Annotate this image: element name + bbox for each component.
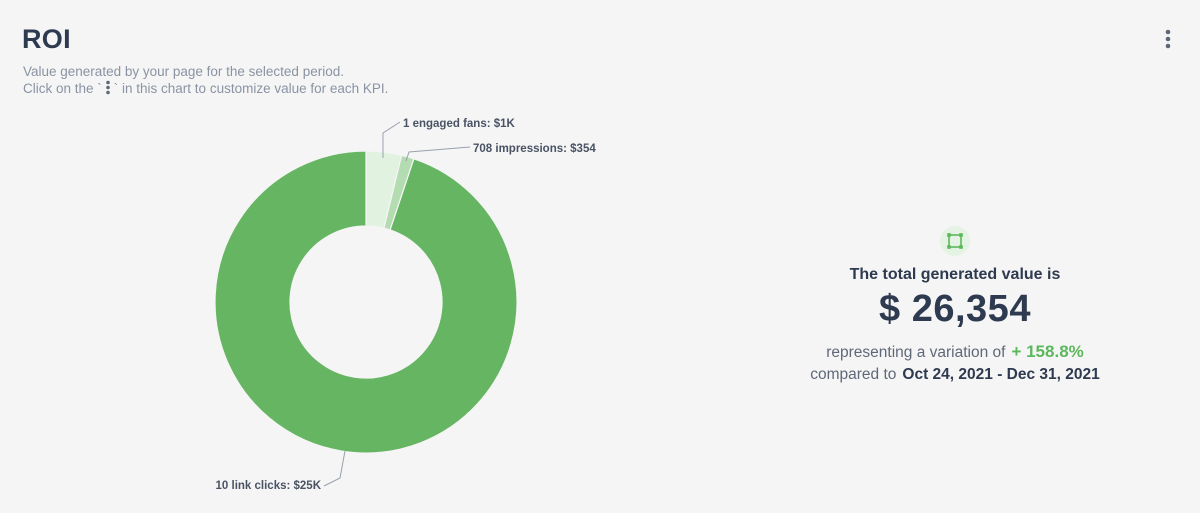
slice-label-link-clicks: 10 link clicks: $25K [216, 480, 322, 492]
kebab-vertical-icon [105, 80, 110, 95]
compared-text: compared to [810, 366, 897, 383]
roi-donut-chart: 1 engaged fans: $1K 708 impressions: $354… [214, 118, 596, 492]
description-line-1: Value generated by your page for the sel… [23, 64, 344, 79]
description-line-2-end: ` in this chart to customize value for e… [113, 81, 389, 96]
total-value-label: The total generated value is [849, 266, 1061, 283]
leader-line-link-clicks [323, 450, 346, 487]
description-line-2-start: Click on the ` [23, 81, 102, 96]
slice-label-engaged-fans: 1 engaged fans: $1K [403, 118, 516, 130]
total-value-amount: $ 26,354 [879, 288, 1031, 330]
variation-value: + 158.8% [1011, 342, 1084, 361]
leader-line-impressions [405, 146, 471, 162]
page-title: ROI [22, 24, 71, 54]
comparison-line: compared to Oct 24, 2021 - Dec 31, 2021 [760, 364, 1150, 386]
kebab-vertical-icon[interactable] [1158, 28, 1178, 52]
leader-line-engaged-fans [382, 121, 401, 158]
compared-period: Oct 24, 2021 - Dec 31, 2021 [902, 366, 1100, 383]
chart-description: Value generated by your page for the sel… [23, 63, 388, 97]
variation-line: representing a variation of + 158.8% [760, 341, 1150, 364]
total-value-summary: The total generated value is $ 26,354 re… [760, 226, 1150, 386]
variation-text: representing a variation of [826, 344, 1006, 361]
slice-label-impressions: 708 impressions: $354 [473, 143, 596, 155]
description-line-2: Click on the ` ` in this chart to customi… [23, 80, 388, 97]
square-selection-icon [940, 226, 970, 256]
slice-link-clicks[interactable] [214, 150, 518, 454]
